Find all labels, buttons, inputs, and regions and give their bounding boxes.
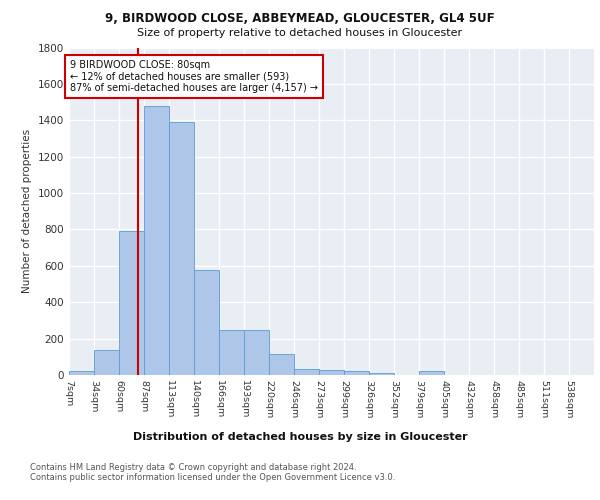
Y-axis label: Number of detached properties: Number of detached properties <box>22 129 32 294</box>
Text: Contains HM Land Registry data © Crown copyright and database right 2024.
Contai: Contains HM Land Registry data © Crown c… <box>30 462 395 482</box>
Bar <box>294 368 319 375</box>
Bar <box>169 122 194 375</box>
Bar <box>94 350 119 375</box>
Bar <box>244 330 269 375</box>
Bar <box>69 372 94 375</box>
Bar <box>319 370 344 375</box>
Text: 9, BIRDWOOD CLOSE, ABBEYMEAD, GLOUCESTER, GL4 5UF: 9, BIRDWOOD CLOSE, ABBEYMEAD, GLOUCESTER… <box>105 12 495 26</box>
Bar <box>369 373 394 375</box>
Bar <box>219 330 244 375</box>
Bar <box>344 372 369 375</box>
Text: 9 BIRDWOOD CLOSE: 80sqm
← 12% of detached houses are smaller (593)
87% of semi-d: 9 BIRDWOOD CLOSE: 80sqm ← 12% of detache… <box>70 60 318 94</box>
Bar <box>419 372 444 375</box>
Bar <box>144 106 169 375</box>
Bar <box>269 354 294 375</box>
Bar <box>119 232 144 375</box>
Bar <box>194 270 219 375</box>
Text: Size of property relative to detached houses in Gloucester: Size of property relative to detached ho… <box>137 28 463 38</box>
Text: Distribution of detached houses by size in Gloucester: Distribution of detached houses by size … <box>133 432 467 442</box>
